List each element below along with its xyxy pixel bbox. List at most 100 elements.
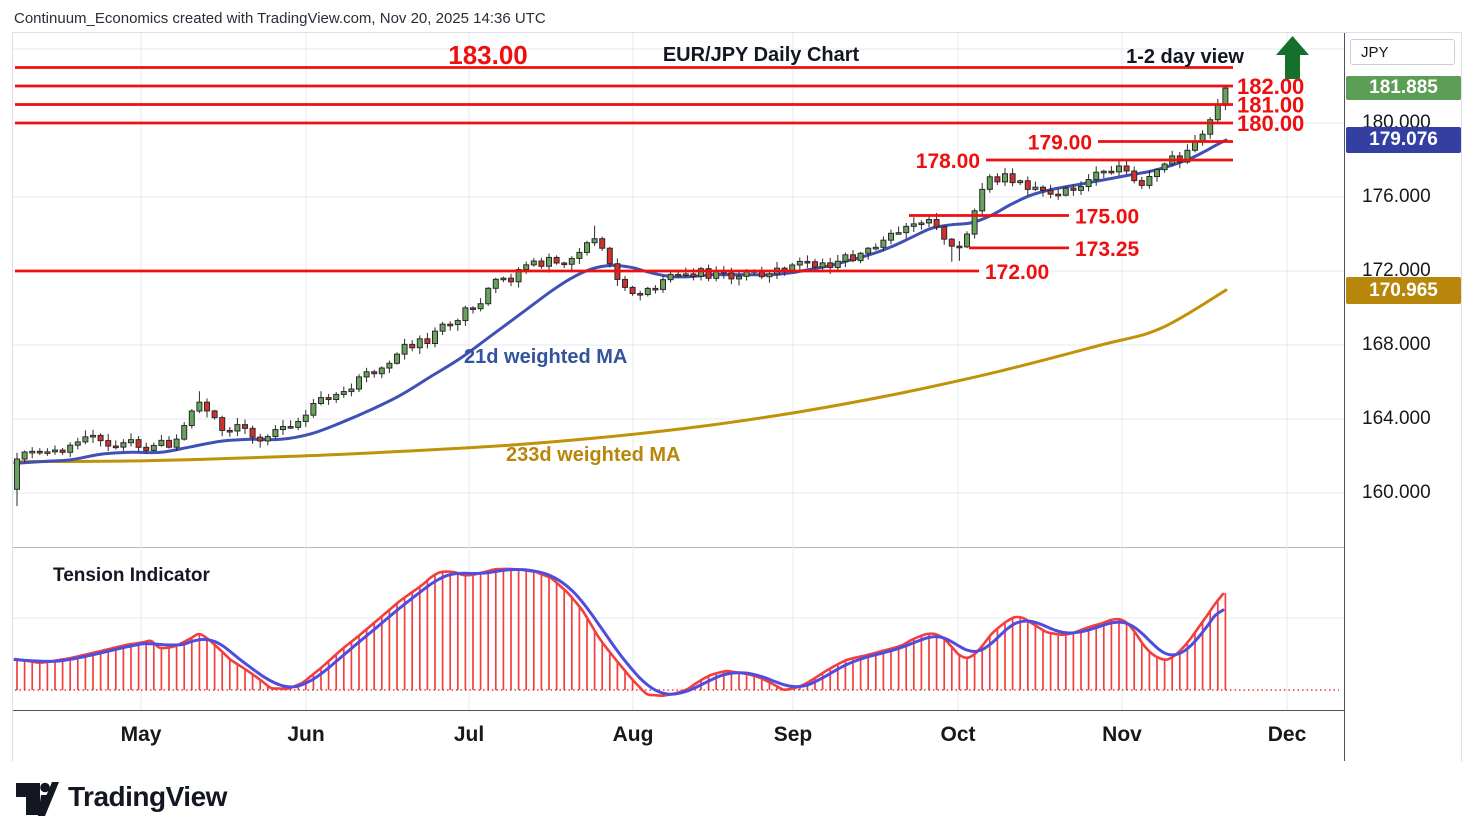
candle (1047, 189, 1054, 195)
candle (1108, 170, 1115, 174)
candle (865, 247, 872, 254)
pane-separator[interactable] (13, 547, 1461, 548)
candle (1184, 149, 1191, 163)
candle (606, 247, 613, 265)
candle (264, 436, 271, 442)
candle (515, 269, 522, 283)
candle (880, 239, 887, 248)
candle (150, 444, 157, 451)
candle (553, 256, 560, 264)
candle (956, 245, 963, 249)
ma-21d-label: 21d weighted MA (464, 346, 627, 368)
candle (470, 307, 476, 310)
candle (591, 238, 598, 244)
candle (1032, 186, 1039, 190)
chart-container[interactable]: 183.00 182.00 181.00 180.00 179.00 178.00 175.… (12, 32, 1462, 762)
candle (804, 260, 811, 264)
level-label-180.00: 180.00 (1237, 111, 1304, 136)
tradingview-logo-icon[interactable] (14, 777, 60, 817)
candle (477, 303, 484, 310)
candle (371, 371, 378, 375)
candle (1123, 165, 1130, 172)
candle (29, 450, 36, 454)
candle (660, 279, 666, 290)
candle (52, 449, 58, 453)
candle (1100, 170, 1107, 174)
candle (14, 458, 20, 490)
candle (1009, 173, 1016, 184)
ma-233d-line (13, 288, 1228, 464)
candle (196, 401, 203, 412)
candle (249, 427, 256, 438)
candle (682, 273, 689, 277)
candle (112, 445, 119, 449)
candle (910, 223, 917, 227)
candle (888, 232, 894, 241)
candle (1146, 176, 1153, 186)
level-label-178.00: 178.00 (916, 150, 980, 173)
level-label-179.00: 179.00 (1028, 132, 1092, 155)
candle (500, 277, 507, 281)
candle (705, 268, 712, 279)
candle (21, 451, 28, 460)
candle (584, 242, 590, 253)
candle (128, 439, 134, 444)
level-label-183.00: 183.00 (448, 40, 528, 70)
tension-fast-line (13, 567, 1225, 698)
candle (736, 275, 742, 280)
candle (44, 451, 51, 454)
tension-indicator-pane[interactable] (13, 547, 1344, 710)
candle (568, 257, 575, 265)
price-marker-181.885: 181.885 (1346, 76, 1461, 101)
candle (850, 254, 856, 262)
candle (1131, 170, 1138, 182)
candle (492, 278, 499, 289)
candle (994, 176, 1001, 183)
candle (226, 429, 233, 433)
month-label-Jun: Jun (287, 723, 325, 746)
candle (933, 219, 940, 228)
candle (234, 424, 241, 432)
candle (1070, 187, 1077, 191)
candle (948, 238, 955, 247)
candle (637, 293, 644, 296)
candle (698, 268, 704, 277)
candle (1116, 165, 1122, 173)
candle (629, 286, 636, 295)
candle (766, 273, 773, 278)
candle (158, 439, 165, 446)
chart-title: EUR/JPY Daily Chart (662, 44, 860, 66)
candle (1207, 119, 1214, 135)
candle (1062, 187, 1069, 196)
candle (576, 251, 583, 259)
candle (378, 367, 385, 375)
candle (530, 260, 537, 266)
candle (941, 226, 948, 240)
candle (796, 260, 803, 266)
price-axis[interactable]: JPY 180.000 176.000 172.000 168.000 164.000 1… (1344, 33, 1461, 761)
time-axis[interactable]: May Jun Jul Aug Sep Oct Nov Dec (13, 710, 1461, 762)
candle (903, 225, 910, 234)
candle (120, 442, 127, 448)
candle (1002, 173, 1008, 183)
tension-grid (13, 547, 1344, 710)
candle (675, 273, 682, 277)
candle (986, 176, 993, 190)
candle (842, 254, 849, 262)
tradingview-wordmark[interactable]: TradingView (68, 781, 227, 812)
candle (36, 450, 43, 454)
month-label-Sep: Sep (773, 723, 813, 746)
candle (834, 260, 841, 268)
candle (1085, 179, 1092, 188)
candle (325, 397, 332, 401)
candle (348, 388, 355, 393)
main-price-pane[interactable]: 183.00182.00181.00180.00179.00178.00175.… (13, 33, 1344, 547)
symbol-badge: JPY (1350, 39, 1455, 65)
candle (74, 441, 81, 446)
footer: TradingView (14, 774, 227, 820)
candle (188, 410, 195, 427)
price-marker-179.076: 179.076 (1346, 127, 1461, 154)
candle (827, 262, 834, 268)
candle (416, 338, 423, 349)
candle (454, 320, 461, 326)
